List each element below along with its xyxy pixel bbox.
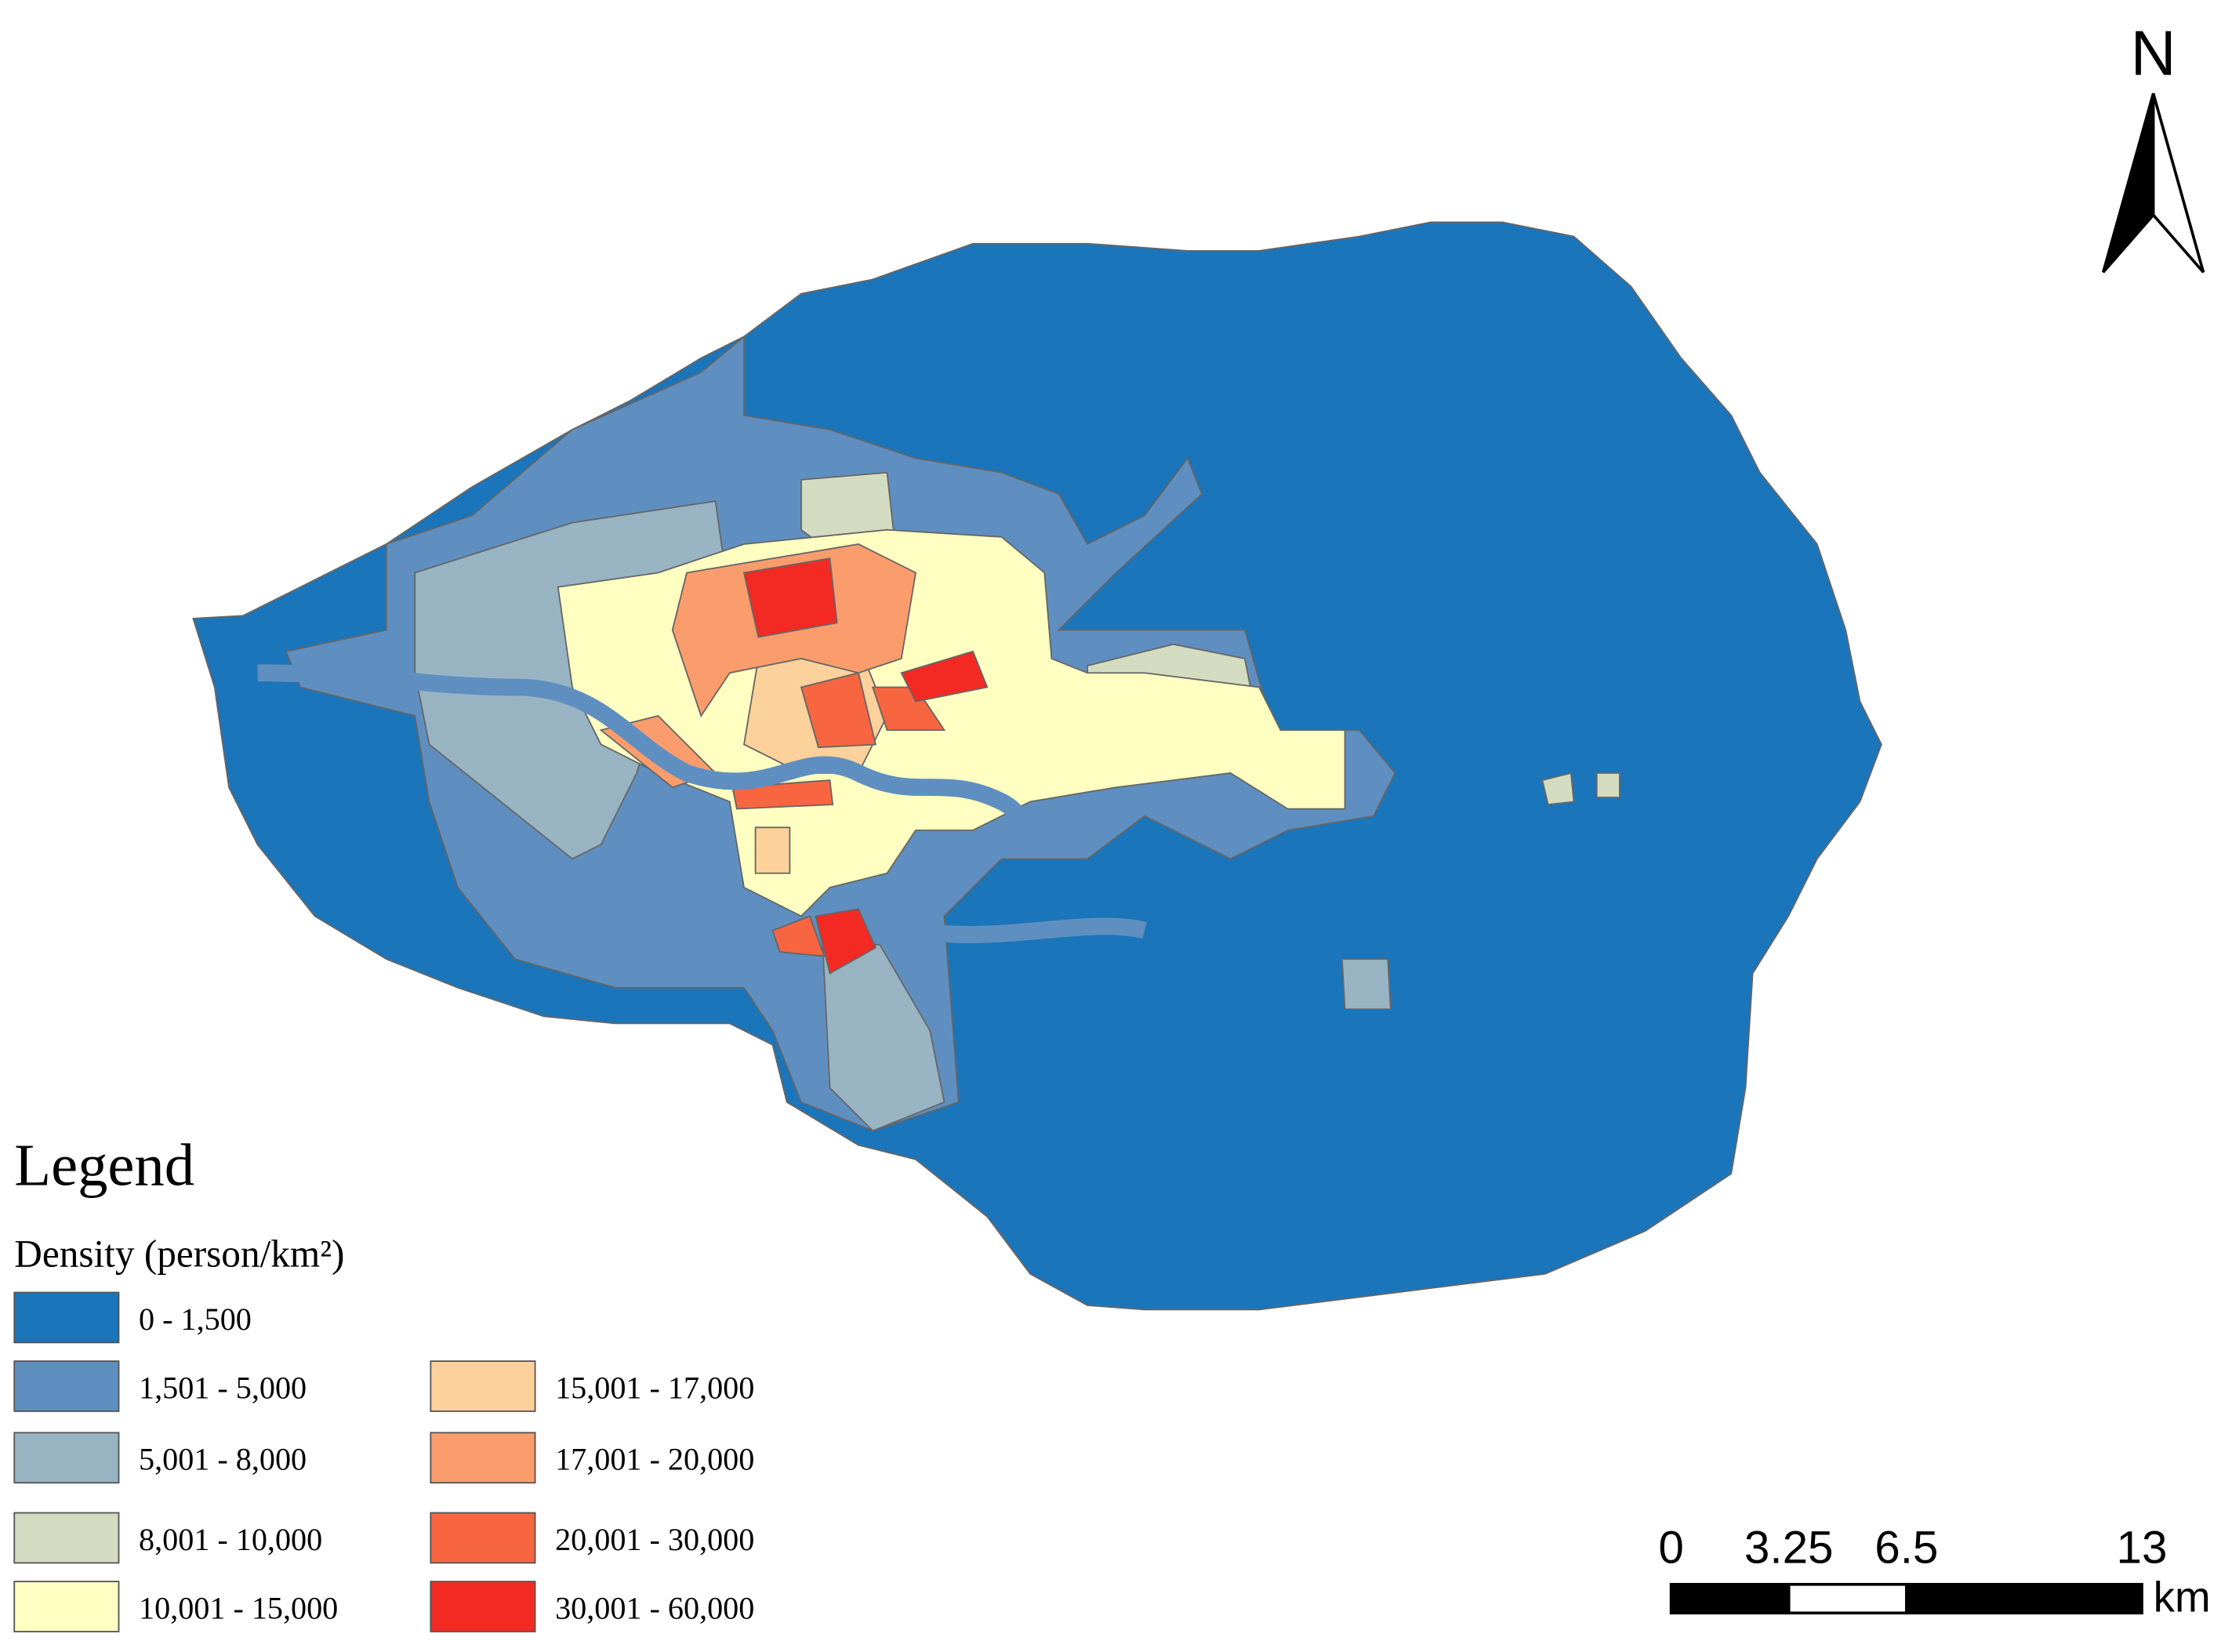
- legend-label: 8,001 - 10,000: [139, 1522, 322, 1557]
- legend-swatch: [430, 1432, 536, 1484]
- legend-label: 17,001 - 20,000: [555, 1442, 754, 1477]
- legend-swatch: [13, 1432, 120, 1484]
- legend-label: 20,001 - 30,000: [555, 1522, 754, 1557]
- scale-segment: [1787, 1582, 1908, 1615]
- legend-label: 30,001 - 60,000: [555, 1591, 754, 1626]
- region-density-7: [800, 672, 877, 749]
- legend-label: 5,001 - 8,000: [139, 1442, 307, 1477]
- region-density-8: [742, 557, 838, 638]
- scale-label: 6.5: [1875, 1522, 1938, 1573]
- scale-segment: [1904, 1582, 2143, 1615]
- legend-swatch: [13, 1360, 120, 1412]
- north-arrow-left: [2101, 93, 2155, 274]
- legend-label: 10,001 - 15,000: [139, 1591, 338, 1626]
- region-density-8b: [900, 650, 989, 703]
- legend-swatch: [13, 1512, 120, 1564]
- north-label: N: [2131, 18, 2176, 89]
- scale-label: 0: [1658, 1522, 1683, 1573]
- north-arrow-right: [2151, 93, 2205, 274]
- legend-swatch: [13, 1581, 120, 1632]
- scale-label: 3.25: [1744, 1522, 1834, 1573]
- legend-label: 1,501 - 5,000: [139, 1371, 307, 1406]
- legend-items: 0 - 1,500 1,501 - 5,000 5,001 - 8,000 8,001…: [13, 1291, 754, 1632]
- region-density-7d: [871, 686, 946, 732]
- legend-label: 0 - 1,500: [139, 1302, 252, 1337]
- scale-unit: km: [2154, 1572, 2211, 1621]
- map-area: [192, 221, 1882, 1311]
- legend-swatch: [13, 1291, 120, 1344]
- region-density-2c: [1341, 958, 1392, 1011]
- region-density-5b: [754, 826, 791, 874]
- legend-swatch: [430, 1512, 536, 1564]
- legend-label: 15,001 - 17,000: [555, 1371, 754, 1406]
- region-density-7c: [771, 915, 826, 957]
- region-density-3d: [1595, 772, 1620, 798]
- scale-label: 13: [2117, 1522, 2168, 1573]
- legend-swatch: [430, 1581, 536, 1632]
- legend-subtitle: Density (person/km²): [14, 1233, 344, 1276]
- legend-title: Legend: [14, 1132, 194, 1199]
- legend-swatch: [430, 1360, 536, 1412]
- region-density-3c: [1541, 772, 1575, 806]
- region-density-2b: [822, 944, 945, 1132]
- river: [257, 664, 1147, 943]
- region-density-8c: [815, 908, 877, 975]
- scale-segment: [1669, 1582, 1791, 1615]
